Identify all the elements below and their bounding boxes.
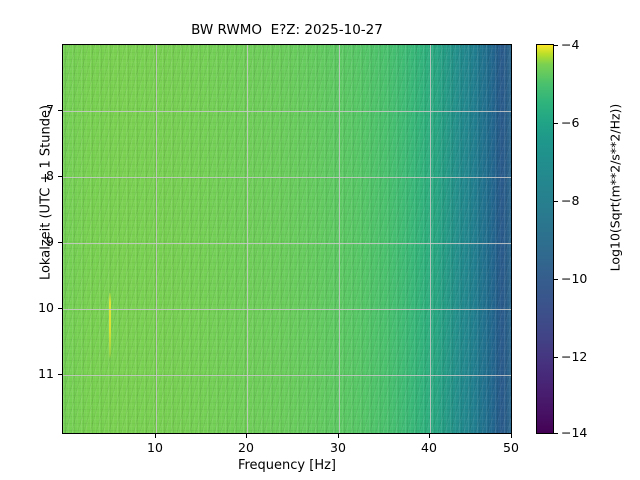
spectrogram-plot-area[interactable]: [62, 44, 512, 434]
gridline-vertical-30hz: [339, 45, 340, 433]
ytick-label-8: 8: [46, 168, 54, 183]
ytick-label-11: 11: [38, 366, 54, 381]
colorbar-tick-mark-minus12: [554, 357, 558, 358]
colorbar-tick-mark-minus4: [554, 45, 558, 46]
colorbar-tick-label-minus12: −12: [561, 349, 588, 364]
xtick-label-40: 40: [421, 440, 437, 455]
xtick-mark-20: [246, 434, 247, 438]
colorbar-tick-label-minus10: −10: [561, 271, 588, 286]
gridline-horizontal-9h: [63, 243, 511, 244]
ytick-mark-11: [58, 374, 62, 375]
colorbar-tick-mark-minus6: [554, 123, 558, 124]
colorbar-tick-label-minus4: −4: [561, 37, 580, 52]
xtick-label-50: 50: [503, 440, 519, 455]
ytick-label-9: 9: [46, 234, 54, 249]
xtick-label-10: 10: [147, 440, 163, 455]
colorbar-tick-label-minus8: −8: [561, 193, 580, 208]
colorbar[interactable]: [536, 44, 554, 434]
page-title: BW RWMO E?Z: 2025-10-27: [191, 22, 383, 38]
ytick-mark-10: [58, 308, 62, 309]
xtick-mark-10: [155, 434, 156, 438]
spectrogram-colour-field: [63, 45, 511, 433]
gridline-vertical-20hz: [247, 45, 248, 433]
colorbar-tick-mark-minus14: [554, 433, 558, 434]
gridline-vertical-10hz: [156, 45, 157, 433]
colorbar-tick-label-minus14: −14: [561, 425, 588, 440]
colorbar-gradient: [537, 45, 553, 433]
transient-streak-marker: [109, 293, 111, 359]
spectrogram-noise-texture: [63, 45, 511, 433]
gridline-horizontal-8h: [63, 177, 511, 178]
gridline-horizontal-10h: [63, 309, 511, 310]
ytick-label-10: 10: [38, 300, 54, 315]
colorbar-tick-mark-minus10: [554, 279, 558, 280]
y-axis-label: Lokalzeit (UTC + 1 Stunde): [38, 104, 54, 281]
xtick-label-20: 20: [238, 440, 254, 455]
ytick-mark-7: [58, 110, 62, 111]
xtick-mark-40: [429, 434, 430, 438]
ytick-mark-8: [58, 176, 62, 177]
ytick-mark-9: [58, 242, 62, 243]
colorbar-tick-mark-minus8: [554, 201, 558, 202]
x-axis-label: Frequency [Hz]: [237, 458, 337, 473]
ytick-label-7: 7: [46, 102, 54, 117]
xtick-label-30: 30: [330, 440, 346, 455]
xtick-mark-30: [338, 434, 339, 438]
gridline-vertical-40hz: [430, 45, 431, 433]
gridline-horizontal-7h: [63, 111, 511, 112]
spectrogram-image: [63, 45, 511, 433]
gridline-horizontal-11h: [63, 375, 511, 376]
colorbar-tick-label-minus6: −6: [561, 115, 580, 130]
colorbar-label: Log10(Sqrt(m**2/s**2/Hz)): [607, 103, 623, 272]
spectrogram-noise-texture-secondary: [63, 45, 511, 433]
xtick-mark-50: [511, 434, 512, 438]
